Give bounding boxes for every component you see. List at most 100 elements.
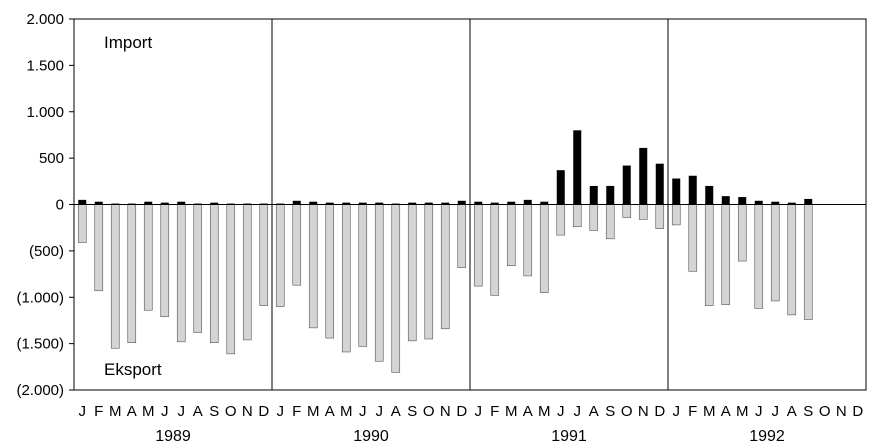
- month-label: N: [242, 403, 253, 420]
- export-bar: [325, 204, 335, 339]
- month-label: F: [490, 403, 499, 420]
- y-tick-label: 0: [56, 197, 64, 214]
- import-bar: [358, 202, 367, 205]
- y-tick-label: (2.000): [16, 382, 64, 399]
- import-bar: [771, 201, 780, 205]
- import-bar: [804, 198, 813, 205]
- month-label: D: [258, 403, 269, 420]
- export-bar: [721, 204, 731, 305]
- import-bar: [309, 201, 318, 205]
- export-bar: [391, 204, 401, 373]
- y-tick-label: 1.000: [26, 104, 64, 121]
- import-bar: [490, 202, 499, 205]
- import-bar: [556, 170, 565, 205]
- export-annotation: Eksport: [104, 360, 162, 379]
- month-label: J: [161, 403, 169, 420]
- export-bar: [440, 204, 450, 330]
- export-bar: [770, 204, 780, 302]
- month-label: M: [307, 403, 320, 420]
- month-label: O: [423, 403, 435, 420]
- month-label: M: [736, 403, 749, 420]
- export-bar: [473, 204, 483, 287]
- month-label: A: [787, 403, 797, 420]
- month-label: D: [654, 403, 665, 420]
- export-bar: [688, 204, 698, 272]
- export-bar: [803, 204, 813, 320]
- import-bar: [292, 200, 301, 205]
- import-bar: [589, 185, 598, 205]
- export-bar: [242, 204, 252, 341]
- export-bar: [589, 204, 599, 231]
- month-label: S: [605, 403, 615, 420]
- export-bar: [506, 204, 516, 267]
- month-label: M: [109, 403, 122, 420]
- import-bar: [721, 196, 730, 205]
- export-bar: [193, 204, 203, 333]
- export-bar: [572, 204, 582, 228]
- y-tick-label: (1.500): [16, 336, 64, 353]
- month-label: M: [538, 403, 551, 420]
- month-label: A: [325, 403, 335, 420]
- month-label: J: [359, 403, 367, 420]
- export-bar: [358, 204, 368, 347]
- y-tick-label: 2.000: [26, 11, 64, 28]
- import-bar: [688, 175, 697, 205]
- export-bar: [127, 204, 137, 343]
- export-bar: [275, 204, 285, 307]
- export-bar: [704, 204, 714, 306]
- month-label: A: [523, 403, 533, 420]
- export-bar: [787, 204, 797, 316]
- month-label: N: [440, 403, 451, 420]
- import-bar: [655, 163, 664, 205]
- month-label: J: [673, 403, 681, 420]
- year-label: 1989: [155, 428, 191, 444]
- export-bar: [457, 204, 467, 268]
- month-label: A: [193, 403, 203, 420]
- export-bar: [209, 204, 219, 343]
- month-label: M: [703, 403, 716, 420]
- month-label: A: [721, 403, 731, 420]
- export-bar: [754, 204, 764, 309]
- import-bar: [606, 185, 615, 205]
- export-bar: [490, 204, 500, 296]
- export-bar: [407, 204, 417, 342]
- export-bar: [160, 204, 170, 318]
- month-label: J: [574, 403, 582, 420]
- import-bar: [754, 200, 763, 205]
- month-label: D: [852, 403, 863, 420]
- month-label: D: [456, 403, 467, 420]
- import-bar: [94, 201, 103, 205]
- export-bar: [374, 204, 384, 362]
- import-bar: [540, 201, 549, 205]
- export-bar: [556, 204, 566, 236]
- import-bar: [408, 202, 417, 205]
- export-bar: [110, 204, 120, 349]
- month-label: J: [557, 403, 565, 420]
- import-bar: [78, 199, 87, 205]
- month-label: J: [178, 403, 186, 420]
- export-bar: [523, 204, 533, 277]
- month-label: S: [803, 403, 813, 420]
- export-bar: [77, 204, 87, 243]
- import-bar: [457, 200, 466, 205]
- import-bar: [342, 202, 351, 205]
- y-tick-label: 1.500: [26, 57, 64, 74]
- month-label: M: [340, 403, 353, 420]
- export-bar: [424, 204, 434, 340]
- import-bar: [144, 201, 153, 205]
- month-label: O: [819, 403, 831, 420]
- export-bar: [143, 204, 153, 311]
- month-label: J: [376, 403, 384, 420]
- import-bar: [507, 201, 516, 205]
- y-tick-label: (500): [29, 243, 64, 260]
- import-bar: [738, 197, 747, 205]
- import-bar: [325, 202, 334, 205]
- export-bar: [737, 204, 747, 262]
- export-bar: [638, 204, 648, 220]
- year-label: 1990: [353, 428, 389, 444]
- export-bar: [94, 204, 104, 292]
- month-label: N: [638, 403, 649, 420]
- export-bar: [259, 204, 269, 306]
- import-bar: [375, 202, 384, 205]
